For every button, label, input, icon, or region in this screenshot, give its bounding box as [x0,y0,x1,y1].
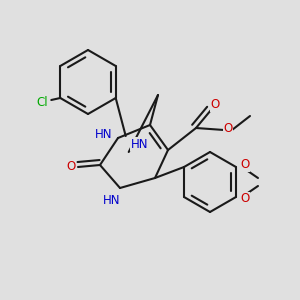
Text: Cl: Cl [37,97,48,110]
Text: HN: HN [95,128,113,140]
Text: O: O [210,98,220,112]
Text: O: O [240,158,250,172]
Text: HN: HN [103,194,121,206]
Text: O: O [224,122,232,134]
Text: O: O [240,193,250,206]
Text: HN: HN [131,137,148,151]
Text: O: O [66,160,76,173]
